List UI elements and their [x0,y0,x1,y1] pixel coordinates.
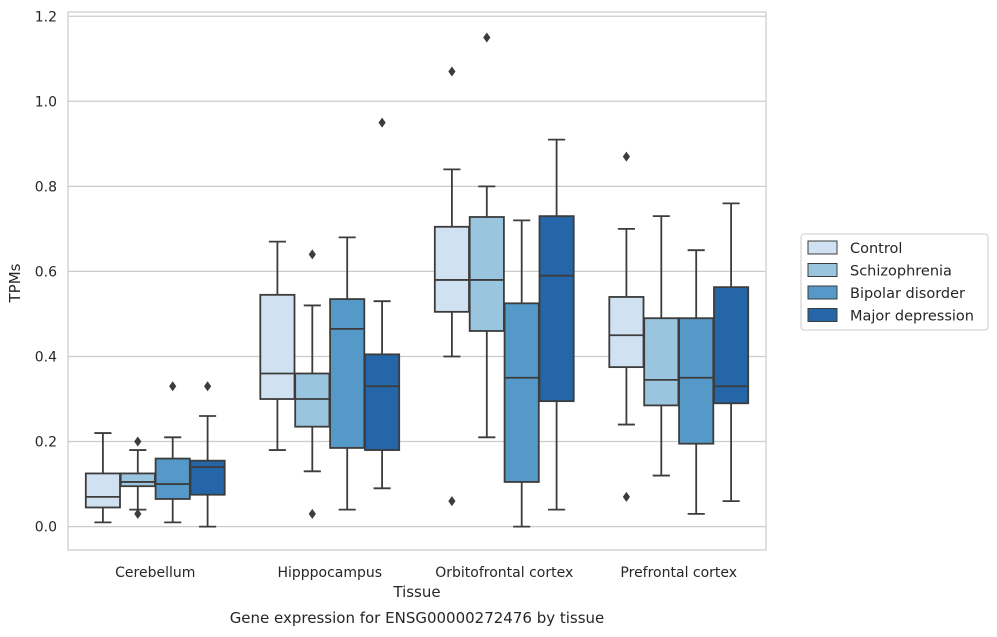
box [189,459,226,496]
x-tick-label: Hipppocampus [277,565,382,581]
outlier-marker [622,151,630,162]
y-tick-label: 0.0 [35,520,57,536]
y-tick-label: 0.8 [35,179,57,195]
outlier-marker [378,117,386,128]
box-plot [119,436,156,519]
box [468,216,505,332]
x-axis-label: Tissue [392,583,440,601]
box-plot [678,249,715,515]
legend-label: Bipolar disorder [850,286,965,302]
outlier-marker [483,32,491,43]
legend-label: Major depression [850,309,974,325]
x-tick-label: Orbitofrontal cortex [435,565,573,581]
plot-area-frame [67,11,767,551]
outlier-marker [622,491,630,502]
y-tick-label: 0.4 [35,349,57,365]
box [643,317,680,407]
y-axis-label: TPMs [6,263,24,303]
legend-swatch [807,285,838,300]
box-plot [329,236,366,511]
outlier-marker [204,381,212,392]
outlier-marker [448,496,456,507]
gridlines [68,15,766,528]
box [433,225,470,313]
outlier-marker [134,508,142,519]
legend-swatch [807,240,838,255]
box-plot [608,151,645,502]
y-tick-label: 0.2 [35,435,57,451]
legend-label: Schizophrenia [850,264,952,280]
box-plot [154,381,191,524]
outlier-marker [308,508,316,519]
box-plot [643,215,680,477]
box-plot [84,432,121,524]
outlier-marker [134,436,142,447]
box [259,293,296,400]
y-tick-label: 1.2 [35,9,57,25]
box-plot [468,32,505,439]
box-plots [84,32,750,528]
box [119,472,156,488]
x-tick-labels: Cerebellum Hipppocampus Orbitofrontal cort… [115,565,737,581]
outlier-marker [169,381,177,392]
legend-frame [800,233,989,331]
box [713,286,750,405]
box-plot [713,202,750,502]
outlier-marker [448,66,456,77]
box-plot [433,66,470,507]
x-tick-label: Cerebellum [115,565,195,581]
legend-swatch [807,308,838,322]
box [329,298,366,449]
box-plot [259,240,296,451]
legend-swatch [807,263,838,277]
box-plot [538,138,575,511]
box-plot [364,117,401,490]
box [154,457,191,500]
box-plot [189,381,226,528]
box [503,302,540,483]
box-plot [294,249,331,519]
box-plot [503,219,540,528]
box [608,296,645,369]
figure-caption: Gene expression for ENSG00000272476 by t… [229,609,605,627]
box [84,472,121,509]
y-tick-label: 0.6 [35,264,57,280]
box [538,215,575,403]
box [678,317,715,445]
y-tick-labels: 0.0 0.2 0.4 0.6 0.8 1.0 1.2 [35,9,57,535]
x-tick-label: Prefrontal cortex [620,565,737,581]
outlier-marker [308,249,316,260]
box [294,372,331,428]
y-tick-label: 1.0 [35,94,57,110]
legend: Control Schizophrenia Bipolar disorder Majo… [800,233,989,331]
box [364,353,401,451]
legend-label: Control [850,241,902,257]
